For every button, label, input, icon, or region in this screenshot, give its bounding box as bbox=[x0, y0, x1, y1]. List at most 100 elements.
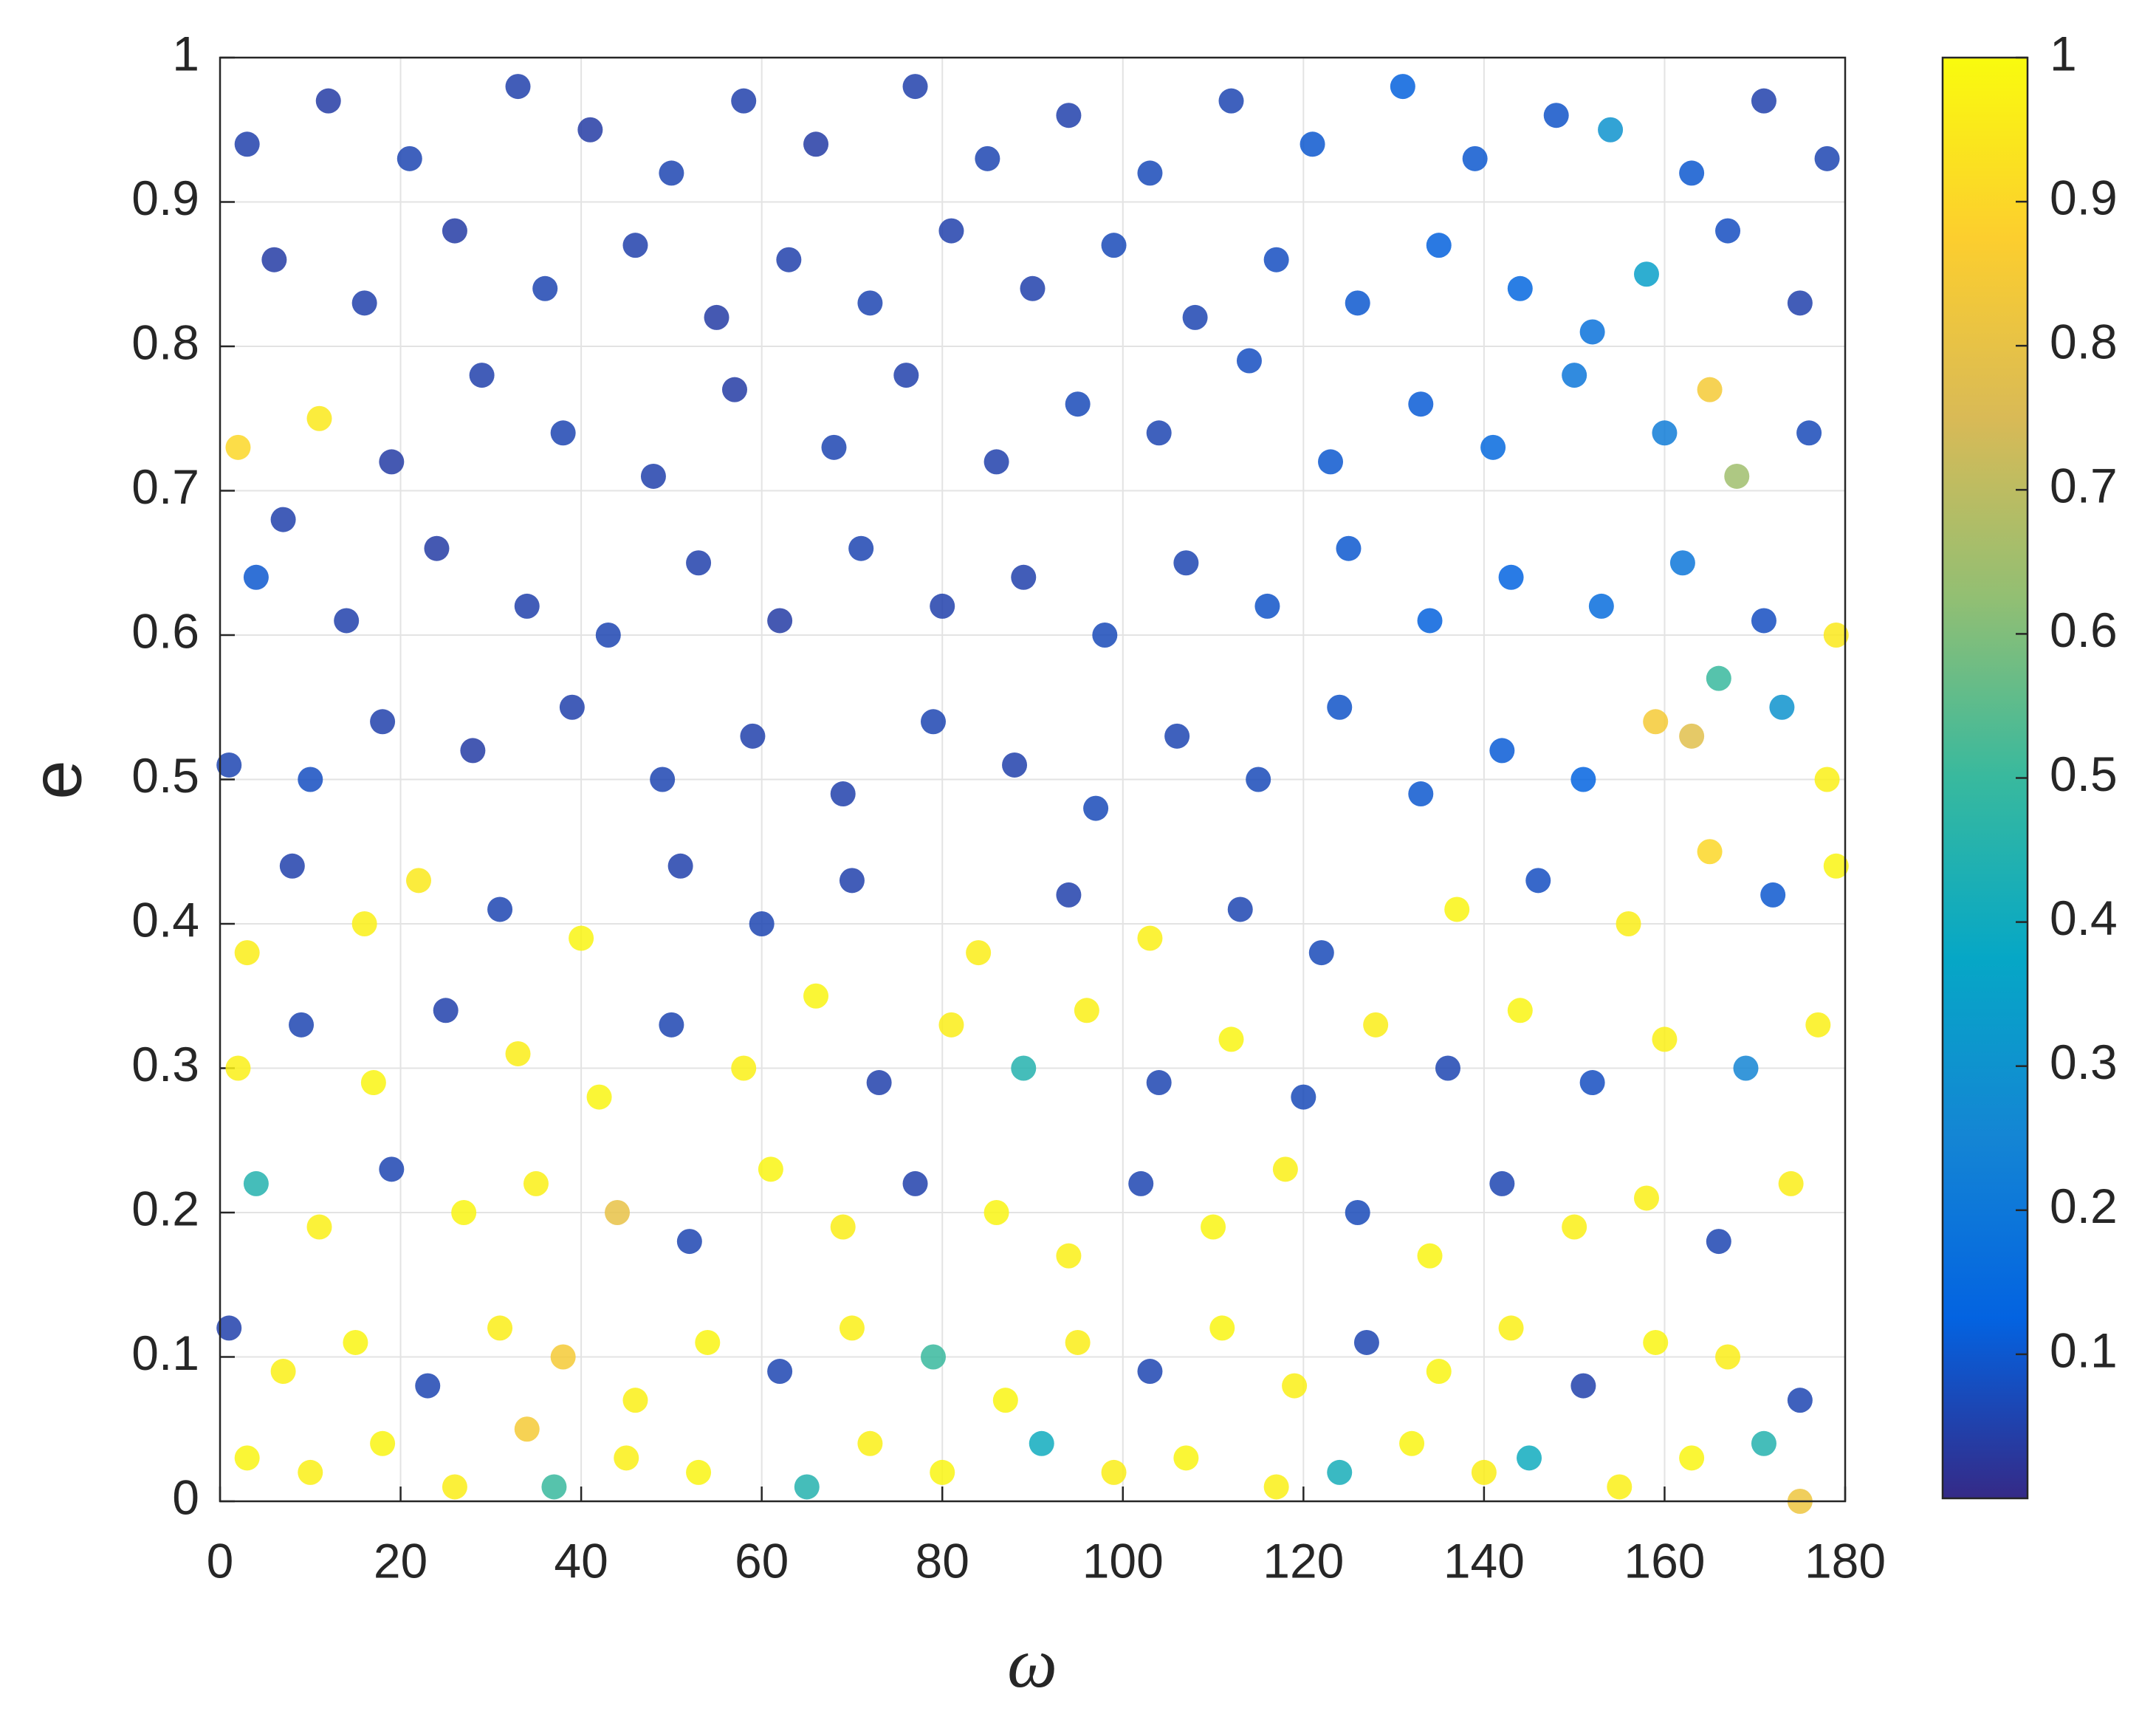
point bbox=[514, 593, 540, 619]
point bbox=[983, 1200, 1009, 1225]
point bbox=[1164, 723, 1190, 749]
point bbox=[532, 275, 558, 301]
point bbox=[1056, 103, 1082, 128]
point bbox=[1029, 1430, 1054, 1456]
point bbox=[234, 940, 260, 966]
y-tick-label: 0.2 bbox=[131, 1181, 199, 1235]
point bbox=[1345, 1200, 1370, 1225]
point bbox=[360, 1070, 386, 1096]
point bbox=[740, 723, 766, 749]
point bbox=[559, 694, 585, 720]
point bbox=[1435, 1055, 1460, 1081]
point bbox=[234, 1445, 260, 1471]
point bbox=[902, 1170, 928, 1196]
point bbox=[433, 998, 459, 1024]
point bbox=[1588, 593, 1614, 619]
point bbox=[695, 1329, 721, 1355]
point bbox=[803, 983, 829, 1009]
point bbox=[1236, 348, 1262, 374]
point bbox=[1345, 290, 1370, 316]
point bbox=[306, 405, 332, 431]
y-tick-label: 0.4 bbox=[131, 892, 199, 947]
point bbox=[1417, 1243, 1443, 1269]
point bbox=[1697, 377, 1723, 402]
point bbox=[1823, 623, 1849, 648]
x-tick-label: 0 bbox=[207, 1533, 234, 1588]
point bbox=[243, 564, 269, 590]
point bbox=[776, 247, 802, 272]
point bbox=[1363, 1012, 1389, 1038]
x-tick-label: 140 bbox=[1443, 1533, 1525, 1588]
x-axis-label: ω bbox=[1007, 1623, 1057, 1702]
point bbox=[1507, 998, 1533, 1024]
point bbox=[1787, 1388, 1813, 1413]
point bbox=[487, 896, 513, 922]
point bbox=[1724, 463, 1750, 489]
point bbox=[379, 449, 405, 475]
point bbox=[1633, 261, 1659, 287]
point bbox=[595, 623, 621, 648]
point bbox=[1056, 882, 1082, 908]
y-tick-label: 0.1 bbox=[131, 1326, 199, 1380]
point bbox=[830, 1214, 856, 1240]
point bbox=[938, 218, 964, 244]
point bbox=[1011, 1055, 1037, 1081]
point bbox=[379, 1156, 405, 1182]
point bbox=[1643, 1329, 1669, 1355]
colorbar-tick-label: 0.6 bbox=[2050, 603, 2118, 657]
point bbox=[731, 88, 757, 114]
point bbox=[523, 1170, 549, 1196]
axes-box bbox=[219, 56, 1847, 1503]
point bbox=[351, 911, 377, 936]
y-axis-label: e bbox=[17, 760, 96, 799]
point bbox=[343, 1329, 368, 1355]
x-tick-label: 60 bbox=[735, 1533, 789, 1588]
point bbox=[569, 925, 594, 951]
x-tick-label: 160 bbox=[1624, 1533, 1705, 1588]
point bbox=[1327, 694, 1353, 720]
point bbox=[1074, 998, 1099, 1024]
point bbox=[514, 1416, 540, 1442]
point bbox=[289, 1012, 315, 1038]
y-tick-label: 0 bbox=[172, 1470, 199, 1524]
point bbox=[622, 233, 648, 258]
point bbox=[794, 1474, 820, 1500]
point bbox=[1065, 391, 1091, 417]
point bbox=[279, 853, 305, 879]
point bbox=[1733, 1055, 1759, 1081]
colorbar-tick-label: 0.2 bbox=[2050, 1179, 2118, 1233]
point bbox=[1218, 1026, 1244, 1052]
y-tick-label: 1 bbox=[172, 26, 199, 80]
point bbox=[767, 608, 793, 634]
point bbox=[451, 1200, 477, 1225]
point bbox=[1444, 896, 1470, 922]
point bbox=[1814, 145, 1840, 171]
point bbox=[1291, 1084, 1316, 1110]
point bbox=[920, 1344, 946, 1370]
point bbox=[1570, 767, 1596, 792]
point bbox=[1146, 1070, 1172, 1096]
colorbar-tick-label: 0.5 bbox=[2050, 747, 2118, 801]
point bbox=[1182, 304, 1208, 330]
point bbox=[1823, 853, 1849, 879]
point bbox=[469, 363, 495, 388]
point bbox=[839, 868, 865, 894]
point bbox=[983, 449, 1009, 475]
point bbox=[541, 1474, 567, 1500]
point bbox=[1308, 940, 1334, 966]
colorbar-tick-label: 0.4 bbox=[2050, 891, 2118, 945]
point bbox=[686, 1459, 712, 1485]
point bbox=[1201, 1214, 1226, 1240]
point bbox=[1679, 723, 1705, 749]
point bbox=[938, 1012, 964, 1038]
point bbox=[216, 752, 242, 778]
colorbar-tick-label: 0.3 bbox=[2050, 1035, 2118, 1089]
point bbox=[930, 593, 955, 619]
point bbox=[1751, 88, 1776, 114]
point bbox=[1092, 623, 1118, 648]
point bbox=[1399, 1430, 1425, 1456]
point bbox=[298, 767, 323, 792]
point bbox=[1471, 1459, 1497, 1485]
point bbox=[1065, 1329, 1091, 1355]
